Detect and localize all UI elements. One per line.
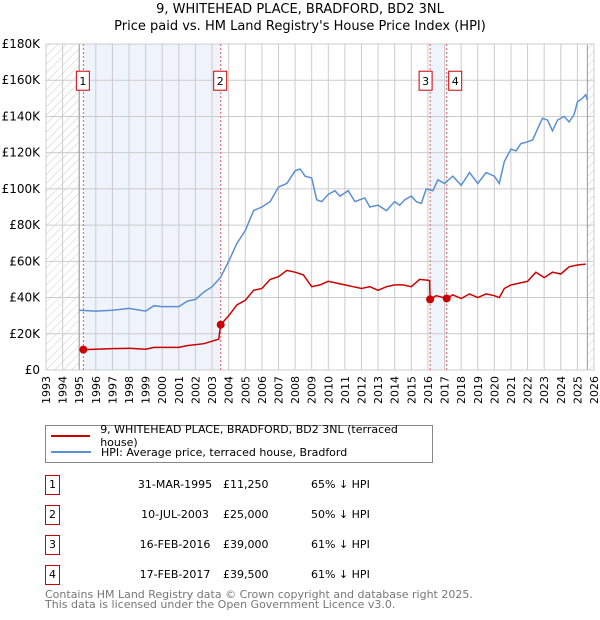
price-chart: 1993 1994 1995 1996 1997 1998 1999 2000 2001 2002… (2, 37, 600, 404)
sale-number: 3 (45, 535, 60, 555)
sale-price: £39,500 (223, 568, 269, 581)
x-tick-label: 1996 (90, 376, 103, 404)
x-tick-label: 2007 (272, 376, 285, 404)
x-tick-label: 2019 (472, 376, 485, 404)
x-tick-label: 2017 (439, 376, 452, 404)
x-tick-label: 2008 (289, 376, 302, 404)
sale-hpi-diff: 61% ↓ HPI (311, 538, 370, 551)
x-tick-label: 1994 (57, 376, 70, 404)
sale-price: £11,250 (223, 478, 269, 491)
x-tick-label: 1999 (140, 376, 153, 404)
table-row: 2 10-JUL-2003 £25,000 50% ↓ HPI (45, 505, 445, 525)
y-tick-label: £40K (9, 291, 41, 305)
shaded-band (83, 44, 221, 370)
sale-label: 3 (422, 75, 429, 88)
y-tick-label: £20K (9, 327, 41, 341)
x-tick-label: 2004 (223, 376, 236, 404)
chart-title: 9, WHITEHEAD PLACE, BRADFORD, BD2 3NL (156, 2, 444, 17)
sale-date: 17-FEB-2017 (139, 568, 211, 581)
chart-subtitle: Price paid vs. HM Land Registry's House … (114, 19, 486, 34)
sale-label-box (418, 70, 433, 91)
x-tick-label: 2021 (505, 376, 518, 404)
sale-number: 1 (45, 475, 60, 495)
y-tick-label: £160K (2, 73, 42, 87)
legend-item-property: 9, WHITEHEAD PLACE, BRADFORD, BD2 3NL (t… (46, 423, 432, 449)
footer-licence: This data is licensed under the Open Gov… (45, 598, 396, 611)
x-tick-label: 2024 (555, 376, 568, 404)
x-tick-label: 2020 (488, 376, 501, 404)
x-tick-label: 1993 (40, 376, 53, 404)
sale-number: 4 (45, 565, 60, 585)
y-tick-label: £60K (9, 254, 41, 268)
sale-point (426, 295, 435, 304)
sale-label-box (75, 70, 90, 91)
legend: 9, WHITEHEAD PLACE, BRADFORD, BD2 3NL (t… (45, 423, 433, 463)
y-tick-label: £80K (9, 218, 41, 232)
sale-label: 1 (79, 75, 86, 88)
y-tick-label: £0 (25, 363, 40, 377)
x-tick-label: 2003 (206, 376, 219, 404)
table-row: 4 17-FEB-2017 £39,500 61% ↓ HPI (45, 565, 445, 585)
x-tick-label: 2006 (256, 376, 269, 404)
sale-date: 16-FEB-2016 (139, 538, 211, 551)
x-tick-label: 2014 (389, 376, 402, 404)
y-tick-label: £120K (2, 146, 42, 160)
legend-swatch-red (51, 435, 91, 437)
legend-label-hpi: HPI: Average price, terraced house, Brad… (101, 445, 348, 459)
x-tick-label: 2018 (455, 376, 468, 404)
x-tick-label: 2009 (306, 376, 319, 404)
plot-border (45, 43, 595, 371)
x-tick-label: 2015 (405, 376, 418, 404)
y-tick-label: £180K (2, 37, 42, 51)
property-price-line (83, 263, 586, 351)
x-tick-label: 2023 (538, 376, 551, 404)
hpi-line (79, 93, 589, 312)
x-tick-label: 2001 (173, 376, 186, 404)
sale-label-box (213, 70, 228, 91)
sale-date: 31-MAR-1995 (137, 478, 213, 491)
sale-label: 4 (452, 75, 459, 88)
sale-label-box (448, 70, 463, 91)
x-tick-label: 2013 (372, 376, 385, 404)
x-tick-label: 2011 (339, 376, 352, 404)
x-tick-label: 2005 (239, 376, 252, 404)
sale-point (442, 294, 451, 303)
sale-number: 2 (45, 505, 60, 525)
shaded-band (430, 44, 447, 370)
x-tick-label: 2010 (322, 376, 335, 404)
sale-label: 2 (217, 75, 224, 88)
sale-point (79, 345, 88, 354)
legend-label-property: 9, WHITEHEAD PLACE, BRADFORD, BD2 3NL (t… (100, 423, 398, 449)
sale-date: 10-JUL-2003 (141, 508, 209, 521)
x-tick-label: 2022 (522, 376, 535, 404)
table-row: 3 16-FEB-2016 £39,000 61% ↓ HPI (45, 535, 445, 555)
sale-hpi-diff: 61% ↓ HPI (311, 568, 370, 581)
y-tick-label: £140K (2, 109, 42, 123)
footer-copyright: Contains HM Land Registry data © Crown c… (45, 588, 473, 601)
sale-hpi-diff: 50% ↓ HPI (311, 508, 370, 521)
x-tick-label: 2012 (356, 376, 369, 404)
x-tick-label: 1997 (106, 376, 119, 404)
x-tick-label: 2002 (189, 376, 202, 404)
x-tick-label: 2000 (156, 376, 169, 404)
legend-swatch-blue (51, 451, 91, 453)
sale-price: £39,000 (223, 538, 269, 551)
table-row: 1 31-MAR-1995 £11,250 65% ↓ HPI (45, 475, 445, 495)
x-tick-label: 1998 (123, 376, 136, 404)
sale-hpi-diff: 65% ↓ HPI (311, 478, 370, 491)
hatched-region (587, 44, 594, 370)
legend-item-hpi: HPI: Average price, terraced house, Brad… (46, 444, 347, 460)
footer: Contains HM Land Registry data © Crown c… (45, 588, 473, 611)
x-tick-label: 1995 (73, 376, 86, 404)
x-tick-label: 2016 (422, 376, 435, 404)
x-tick-label: 2025 (571, 376, 584, 404)
sale-point (216, 320, 225, 329)
x-tick-label: 2026 (588, 376, 600, 404)
y-tick-label: £100K (2, 182, 42, 196)
sale-price: £25,000 (223, 508, 269, 521)
